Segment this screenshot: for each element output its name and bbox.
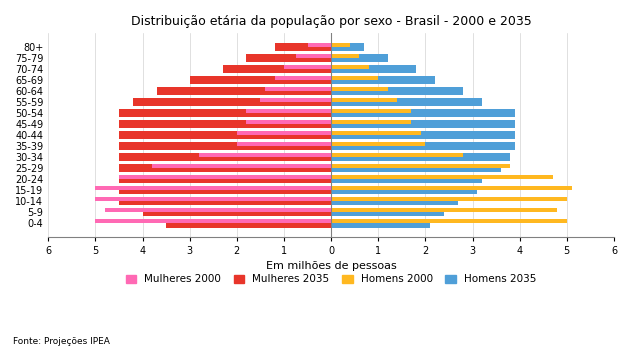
Bar bbox=[190, 76, 331, 84]
Text: Fonte: Projeções IPEA: Fonte: Projeções IPEA bbox=[13, 337, 109, 346]
Bar bbox=[331, 142, 515, 150]
Bar bbox=[222, 65, 331, 73]
Bar bbox=[105, 208, 331, 212]
Bar bbox=[331, 208, 444, 216]
Bar bbox=[199, 153, 331, 157]
Bar bbox=[331, 98, 482, 106]
Bar bbox=[119, 142, 331, 150]
Bar bbox=[274, 76, 331, 80]
Bar bbox=[331, 54, 360, 58]
Bar bbox=[119, 131, 331, 139]
Bar bbox=[331, 208, 557, 212]
Bar bbox=[296, 54, 331, 58]
Bar bbox=[331, 87, 387, 91]
Bar bbox=[133, 98, 331, 106]
Bar bbox=[331, 186, 571, 190]
Bar bbox=[331, 186, 477, 194]
Bar bbox=[246, 109, 331, 113]
Legend: Mulheres 2000, Mulheres 2035, Homens 2000, Homens 2035: Mulheres 2000, Mulheres 2035, Homens 200… bbox=[121, 270, 541, 288]
Bar bbox=[331, 65, 369, 69]
Bar bbox=[331, 76, 378, 80]
Bar bbox=[143, 208, 331, 216]
Bar bbox=[260, 98, 331, 102]
Bar bbox=[331, 54, 387, 62]
Bar bbox=[331, 98, 397, 102]
Bar bbox=[119, 164, 331, 172]
Bar bbox=[274, 43, 331, 51]
Bar bbox=[265, 87, 331, 91]
Bar bbox=[331, 175, 482, 183]
X-axis label: Em milhões de pessoas: Em milhões de pessoas bbox=[265, 261, 396, 271]
Bar bbox=[331, 43, 364, 51]
Bar bbox=[95, 197, 331, 201]
Bar bbox=[331, 87, 463, 95]
Bar bbox=[331, 131, 515, 139]
Bar bbox=[246, 54, 331, 62]
Bar bbox=[237, 131, 331, 135]
Bar bbox=[152, 164, 331, 168]
Bar bbox=[331, 175, 552, 179]
Bar bbox=[119, 186, 331, 194]
Bar bbox=[119, 120, 331, 128]
Bar bbox=[331, 197, 567, 201]
Bar bbox=[119, 197, 331, 205]
Bar bbox=[331, 65, 416, 73]
Bar bbox=[284, 65, 331, 69]
Bar bbox=[308, 43, 331, 47]
Bar bbox=[331, 120, 411, 124]
Bar bbox=[119, 175, 331, 183]
Bar bbox=[331, 43, 350, 47]
Bar bbox=[331, 153, 510, 161]
Title: Distribuição etária da população por sexo - Brasil - 2000 e 2035: Distribuição etária da população por sex… bbox=[131, 15, 532, 28]
Bar bbox=[331, 120, 515, 128]
Bar bbox=[237, 142, 331, 146]
Bar bbox=[119, 109, 331, 117]
Bar bbox=[331, 197, 458, 205]
Bar bbox=[331, 219, 430, 228]
Bar bbox=[166, 219, 331, 228]
Bar bbox=[119, 175, 331, 179]
Bar bbox=[331, 164, 501, 172]
Bar bbox=[331, 109, 515, 117]
Bar bbox=[331, 164, 510, 168]
Bar bbox=[119, 153, 331, 161]
Bar bbox=[95, 219, 331, 223]
Bar bbox=[331, 153, 463, 157]
Bar bbox=[331, 76, 435, 84]
Bar bbox=[331, 131, 421, 135]
Bar bbox=[331, 109, 411, 113]
Bar bbox=[331, 142, 425, 146]
Bar bbox=[246, 120, 331, 124]
Bar bbox=[95, 186, 331, 190]
Bar bbox=[157, 87, 331, 95]
Bar bbox=[331, 219, 567, 223]
